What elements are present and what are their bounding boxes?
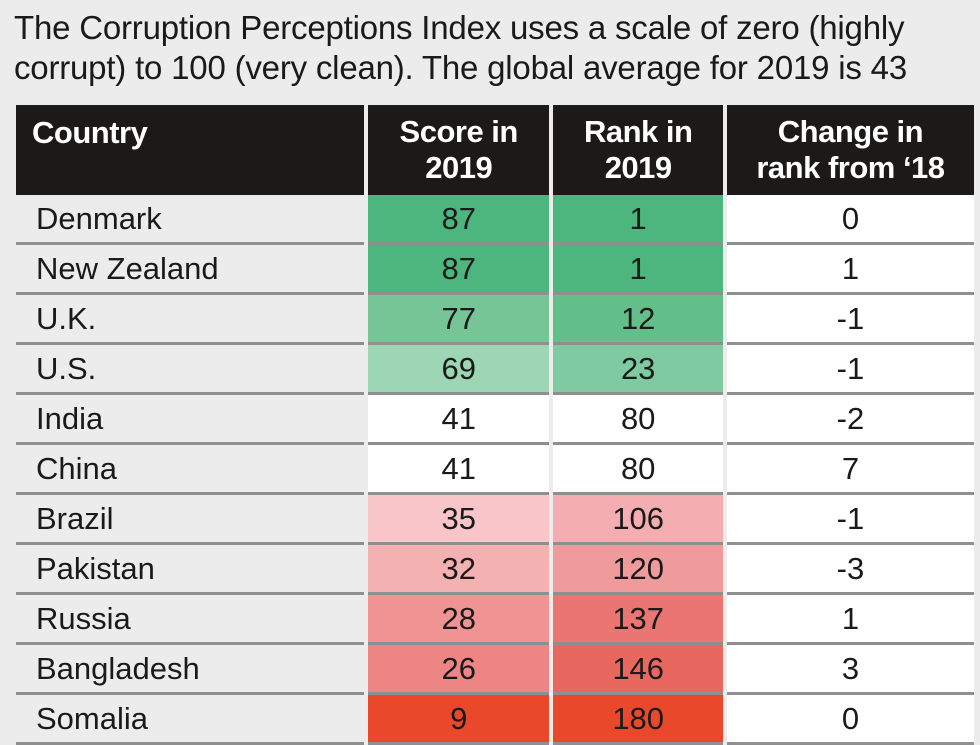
score-cell: 26	[367, 645, 550, 695]
table-row: Bangladesh 26 146 3	[16, 645, 974, 695]
change-cell: 0	[726, 195, 974, 245]
table-row: Russia 28 137 1	[16, 595, 974, 645]
rank-cell: 80	[553, 445, 723, 495]
cpi-table: Country Score in 2019 Rank in 2019 Change …	[12, 105, 978, 745]
country-cell: Bangladesh	[16, 645, 364, 695]
country-cell: Pakistan	[16, 545, 364, 595]
change-cell: 1	[726, 595, 974, 645]
change-cell: -3	[726, 545, 974, 595]
table-row: China 41 80 7	[16, 445, 974, 495]
country-cell: U.S.	[16, 345, 364, 395]
header-row: Country Score in 2019 Rank in 2019 Change …	[16, 105, 974, 195]
table-row: U.K. 77 12 -1	[16, 295, 974, 345]
rank-cell: 12	[553, 295, 723, 345]
country-cell: New Zealand	[16, 245, 364, 295]
score-cell: 87	[367, 195, 550, 245]
rank-cell: 120	[553, 545, 723, 595]
change-cell: 0	[726, 695, 974, 745]
country-cell: Denmark	[16, 195, 364, 245]
header-score-line1: Score in	[399, 114, 519, 149]
header-change: Change in rank from ‘18	[726, 105, 974, 195]
change-cell: -1	[726, 295, 974, 345]
rank-cell: 1	[553, 195, 723, 245]
score-cell: 77	[367, 295, 550, 345]
score-cell: 41	[367, 395, 550, 445]
country-cell: Russia	[16, 595, 364, 645]
table-row: Pakistan 32 120 -3	[16, 545, 974, 595]
rank-cell: 180	[553, 695, 723, 745]
header-country-line1: Country	[32, 115, 148, 150]
score-cell: 87	[367, 245, 550, 295]
score-cell: 28	[367, 595, 550, 645]
rank-cell: 1	[553, 245, 723, 295]
country-cell: India	[16, 395, 364, 445]
table-row: Brazil 35 106 -1	[16, 495, 974, 545]
rank-cell: 146	[553, 645, 723, 695]
rank-cell: 106	[553, 495, 723, 545]
table-row: India 41 80 -2	[16, 395, 974, 445]
score-cell: 69	[367, 345, 550, 395]
table-row: Denmark 87 1 0	[16, 195, 974, 245]
header-rank-line1: Rank in	[583, 114, 693, 149]
score-cell: 9	[367, 695, 550, 745]
header-score: Score in 2019	[367, 105, 550, 195]
change-cell: 7	[726, 445, 974, 495]
rank-cell: 80	[553, 395, 723, 445]
header-change-line2: rank from ‘18	[756, 150, 945, 185]
table-row: New Zealand 87 1 1	[16, 245, 974, 295]
table-body: Denmark 87 1 0 New Zealand 87 1 1 U.K. 77 12 -1 U.S.…	[16, 195, 974, 745]
change-cell: -2	[726, 395, 974, 445]
change-cell: 3	[726, 645, 974, 695]
table-row: U.S. 69 23 -1	[16, 345, 974, 395]
rank-cell: 23	[553, 345, 723, 395]
change-cell: -1	[726, 495, 974, 545]
country-cell: Brazil	[16, 495, 364, 545]
country-cell: China	[16, 445, 364, 495]
score-cell: 35	[367, 495, 550, 545]
header-score-line2: 2019	[425, 150, 493, 185]
score-cell: 32	[367, 545, 550, 595]
header-rank-line2: 2019	[604, 150, 672, 185]
change-cell: 1	[726, 245, 974, 295]
header-change-line1: Change in	[777, 114, 924, 149]
table-header: Country Score in 2019 Rank in 2019 Change …	[16, 105, 974, 195]
rank-cell: 137	[553, 595, 723, 645]
table-row: Somalia 9 180 0	[16, 695, 974, 745]
country-cell: U.K.	[16, 295, 364, 345]
header-rank: Rank in 2019	[553, 105, 723, 195]
score-cell: 41	[367, 445, 550, 495]
country-cell: Somalia	[16, 695, 364, 745]
header-country: Country	[16, 105, 364, 195]
change-cell: -1	[726, 345, 974, 395]
chart-subtitle: The Corruption Perceptions Index uses a …	[14, 9, 907, 86]
